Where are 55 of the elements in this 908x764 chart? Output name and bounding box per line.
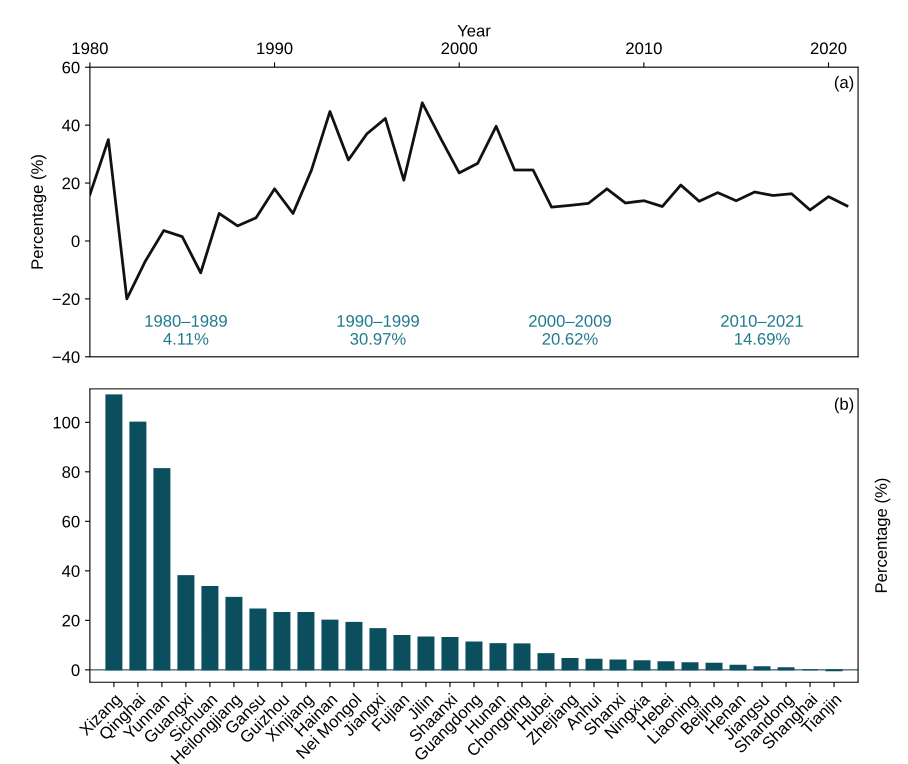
annotation: 2010–2021 14.69%: [721, 315, 803, 345]
y-tick-label: 40: [62, 565, 80, 578]
bar: [489, 643, 506, 671]
y-tick-label: −20: [52, 293, 80, 306]
annotation: 1990–1999 30.97%: [338, 315, 419, 345]
y-axis-title: Percentage (%): [874, 478, 890, 592]
y-tick-label: 40: [62, 120, 80, 132]
bar: [513, 643, 530, 671]
bar: [105, 394, 122, 671]
bar: [321, 620, 338, 671]
y-axis-title: Percentage (%): [30, 155, 46, 269]
x-tick-label: 2000: [442, 42, 478, 54]
annotation: 1980–1989 4.11%: [145, 315, 227, 345]
annotation: (b): [834, 398, 854, 414]
y-tick-label: 80: [62, 466, 80, 478]
y-tick-label: 20: [62, 614, 80, 627]
bar: [754, 666, 771, 671]
annotation: (a): [834, 76, 854, 92]
bar: [201, 586, 218, 671]
annotation: 2000–2009 20.62%: [529, 315, 611, 345]
x-tick-label: 1990: [257, 42, 292, 54]
bar: [345, 622, 362, 671]
x-axis-title: Year: [458, 24, 491, 37]
bar: [249, 608, 266, 671]
y-tick-label: −40: [52, 351, 80, 363]
y-tick-label: 0: [72, 235, 80, 248]
bar: [562, 658, 578, 671]
y-tick-label: 100: [54, 416, 80, 428]
bar: [537, 653, 554, 671]
x-tick-label: 2020: [810, 42, 846, 54]
x-tick-label: 2010: [626, 42, 662, 54]
y-tick-label: 0: [72, 664, 80, 676]
bar: [706, 662, 723, 671]
x-tick-label: 1980: [72, 42, 108, 54]
bar: [658, 661, 675, 671]
bar: [393, 635, 410, 671]
y-tick-label: 60: [62, 62, 80, 74]
bar: [225, 596, 242, 671]
y-tick-label: 60: [62, 516, 80, 528]
bar: [297, 612, 314, 671]
bar: [417, 636, 434, 671]
bar: [441, 636, 458, 671]
bar: [682, 662, 699, 671]
bar: [177, 575, 194, 671]
line-series: [90, 101, 848, 300]
bar: [634, 660, 651, 671]
bar: [129, 422, 146, 671]
bar: [465, 641, 482, 671]
bar: [369, 628, 386, 671]
y-tick-label: 20: [62, 177, 80, 190]
bar: [153, 468, 170, 671]
bar: [610, 660, 627, 671]
bar: [730, 664, 747, 671]
bar: [586, 658, 602, 671]
bar: [273, 612, 290, 671]
